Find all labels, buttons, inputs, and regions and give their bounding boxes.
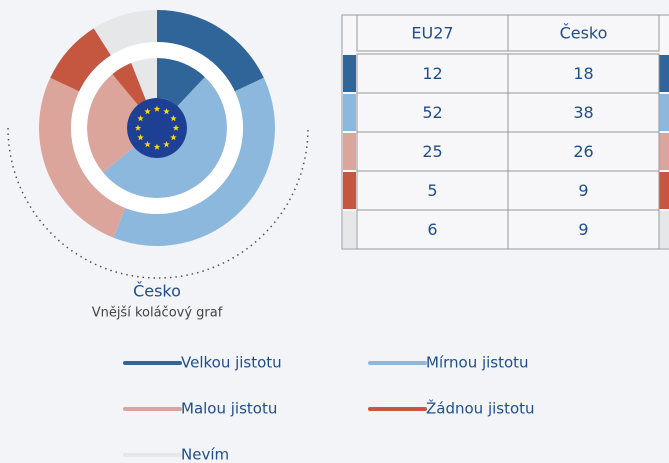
header-cell	[356, 14, 509, 52]
cell-value: 9	[578, 181, 588, 200]
donut-segment	[93, 10, 157, 56]
table-cell	[507, 53, 660, 94]
flag-star	[144, 141, 151, 148]
header-label: EU27	[411, 24, 453, 43]
row-stripe	[343, 133, 356, 170]
flag-star	[153, 105, 161, 112]
flag-star	[134, 124, 142, 131]
cell-value: 9	[578, 220, 588, 239]
donut-segment	[157, 58, 205, 107]
table: EU27 Česko 12 18 52 38 25 26 5 9 6 9	[341, 14, 669, 250]
ring-gap	[71, 42, 243, 214]
table-cell	[507, 131, 660, 172]
row-stripe	[343, 94, 356, 131]
donut-segment	[157, 10, 264, 92]
legend-label: Malou jistotu	[181, 400, 277, 418]
donut-segment	[113, 77, 275, 246]
row-stripe	[343, 55, 356, 92]
flag-star	[163, 108, 170, 115]
legend-label: Velkou jistotu	[181, 354, 282, 372]
legend: Velkou jistotu Mírnou jistotu Malou jistot…	[123, 354, 535, 463]
cell-value: 38	[573, 103, 593, 122]
table-cell	[356, 209, 509, 250]
row-stripe	[659, 211, 669, 248]
cell-value: 52	[422, 103, 442, 122]
donut-segment	[39, 77, 126, 238]
table-cell	[356, 170, 509, 211]
eu-flag	[127, 98, 187, 158]
flag-star	[144, 108, 151, 115]
cell-value: 12	[422, 64, 442, 83]
table-cell	[507, 209, 660, 250]
header-label: Česko	[560, 24, 608, 43]
row-stripe	[659, 55, 669, 92]
flag-star	[170, 115, 177, 122]
row-stripe	[343, 211, 356, 248]
table-cell	[356, 131, 509, 172]
donut-segment	[131, 58, 157, 101]
legend-label: Mírnou jistotu	[426, 354, 529, 372]
cell-value: 5	[427, 181, 437, 200]
cell-value: 18	[573, 64, 593, 83]
flag-star	[163, 141, 170, 148]
flag-star	[137, 115, 144, 122]
flag-star	[153, 143, 161, 150]
legend-label: Žádnou jistotu	[426, 399, 535, 418]
row-stripe	[659, 94, 669, 131]
cell-value: 25	[422, 142, 442, 161]
dotted-arc	[7, 127, 309, 279]
cell-value: 26	[573, 142, 593, 161]
flag-star	[137, 134, 144, 141]
donut-segment	[112, 62, 146, 105]
donut	[39, 10, 275, 246]
flag-star	[170, 134, 177, 141]
table-cell	[507, 92, 660, 133]
row-stripe	[659, 133, 669, 170]
chart-subtitle: Vnější koláčový graf	[92, 306, 223, 321]
flag-star	[172, 124, 180, 131]
donut-segment	[103, 76, 227, 198]
chart-title: Česko	[133, 282, 181, 301]
header-cell	[507, 14, 660, 52]
row-stripe	[659, 172, 669, 209]
row-stripe	[343, 172, 356, 209]
donut-segment	[50, 28, 111, 92]
legend-label: Nevím	[181, 446, 229, 463]
donut-segment	[86, 74, 138, 173]
cell-value: 6	[427, 220, 437, 239]
